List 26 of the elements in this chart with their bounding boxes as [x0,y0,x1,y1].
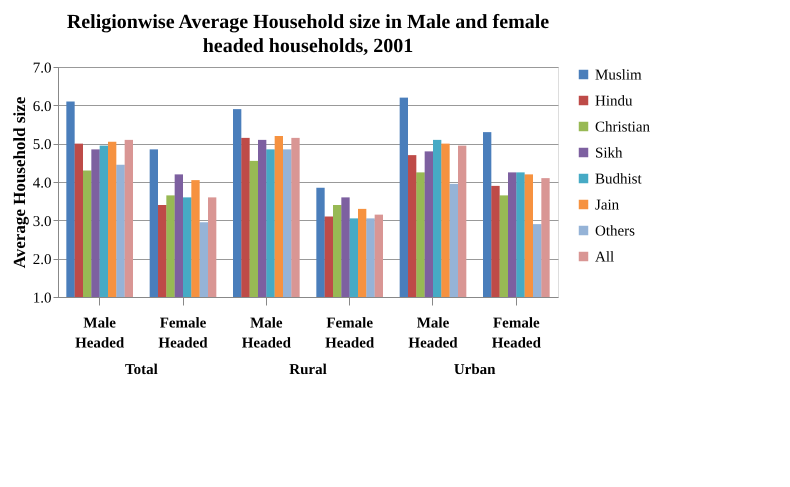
legend-label: Sikh [595,146,624,162]
x-tick-label: Male Headed [408,316,458,352]
y-tick-label: 1.0 [32,290,52,306]
x-tick-label: Female Headed [492,316,542,352]
legend-label: Hindu [595,94,633,110]
x-tick-label: Male Headed [75,316,125,352]
x-tick-label: Female Headed [325,316,375,352]
y-tick-label: 2.0 [32,252,52,268]
legend-label: Jain [595,198,620,214]
x-tick-label: Female Headed [158,316,208,352]
y-tick-label: 4.0 [32,176,52,192]
text: Rural [289,362,327,378]
text: Total [124,362,158,378]
y-axis-title: Average Household size [10,96,29,268]
legend-label: Christian [595,120,650,136]
x-tick-label: Male Headed [242,316,292,352]
y-tick-label: 7.0 [32,60,52,76]
chart-title: Religionwise Average Household size in Male and female headed households, 2001 [66,11,550,57]
y-tick-label: 5.0 [32,137,52,154]
legend-label: All [595,250,614,266]
legend-label: Others [595,224,636,240]
y-tick-label: 6.0 [32,98,52,115]
y-tick-label: 3.0 [32,214,52,230]
legend-label: Muslim [595,68,642,84]
legend-label: Budhist [595,172,643,188]
text: Urban [454,362,496,378]
